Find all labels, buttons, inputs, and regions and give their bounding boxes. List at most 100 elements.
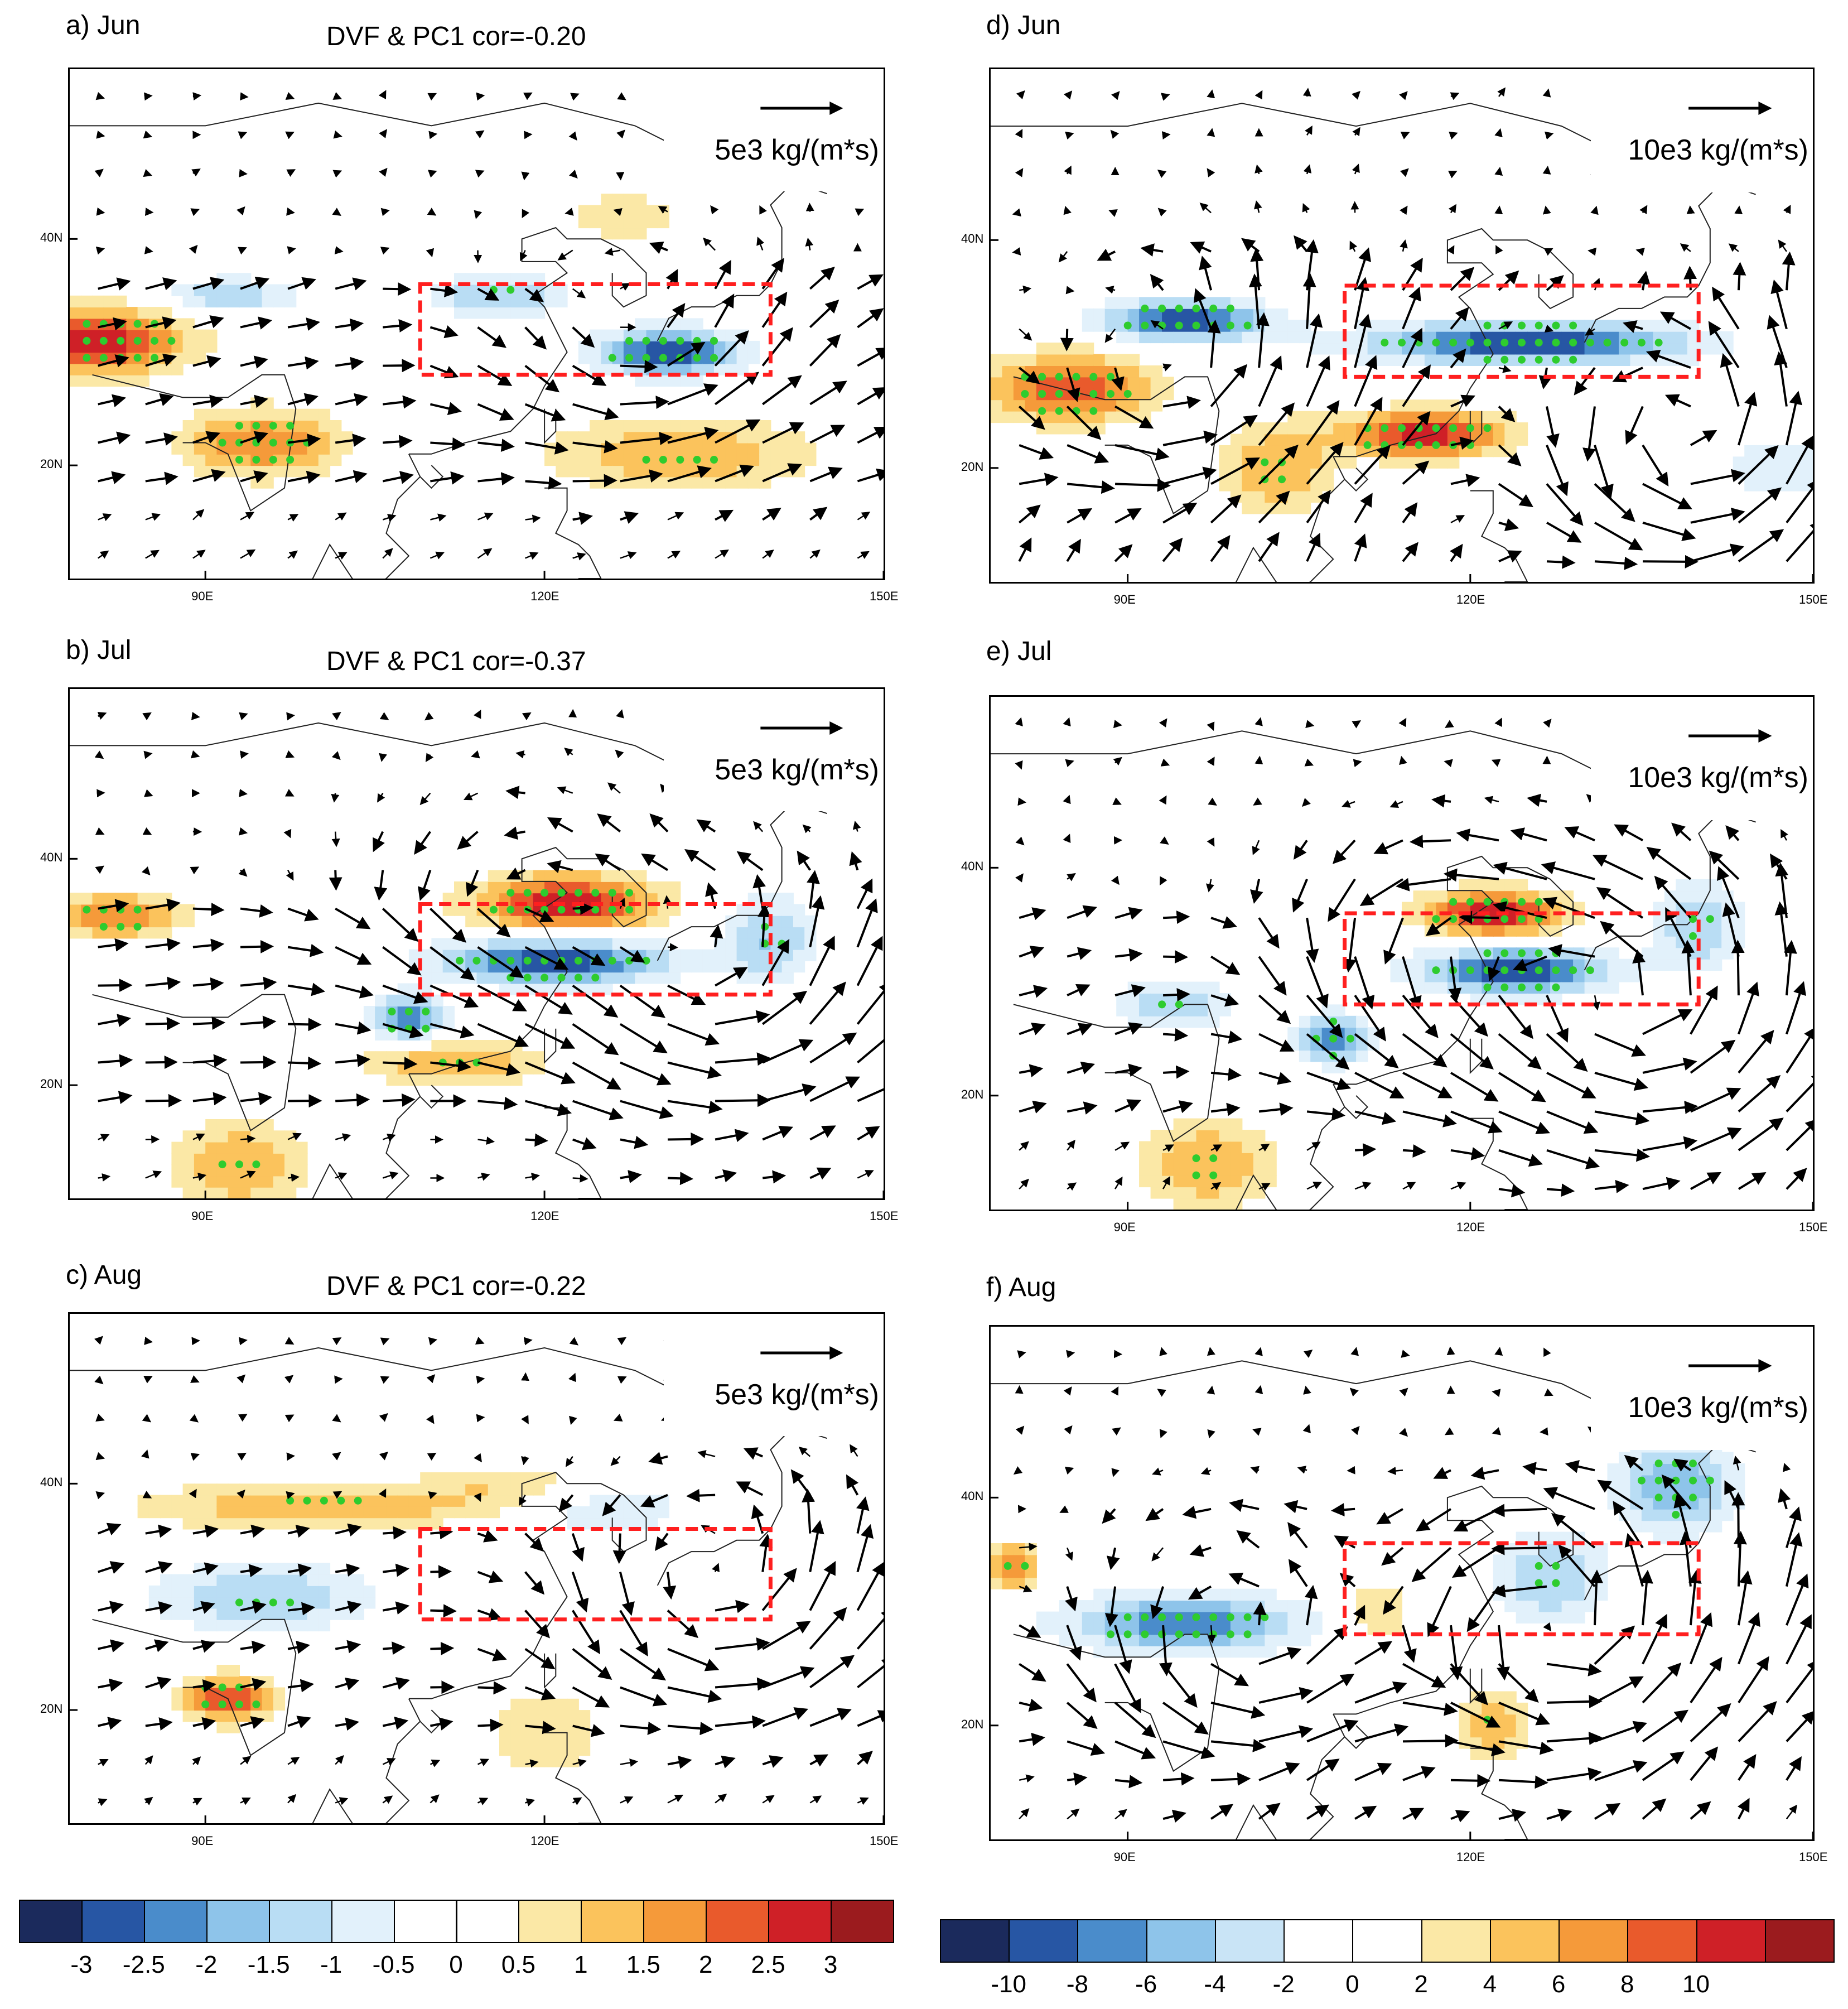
panel-label: b) Jul [66, 635, 132, 665]
coastline [92, 374, 297, 512]
anomaly-field [70, 90, 884, 579]
key-region-box [418, 282, 773, 377]
map: 10e3 kg/(m*s) [989, 695, 1815, 1211]
reference-arrow-icon [1688, 1359, 1772, 1372]
coastline [92, 994, 297, 1131]
coastline [1344, 1725, 1369, 1750]
flux-vectors [1013, 1346, 1813, 1823]
colorbar-tick-label: 4 [1483, 1971, 1497, 1998]
lon-tick-label: 120E [1456, 1850, 1485, 1864]
lat-tick-label: 40N [40, 230, 63, 245]
lat-tick-label: 20N [40, 1702, 63, 1716]
coastline [419, 465, 444, 489]
coastline [70, 102, 715, 172]
reference-vector-legend: 10e3 kg/(m*s) [1591, 1327, 1813, 1450]
reference-vector-label: 5e3 kg/(m*s) [715, 134, 879, 166]
colorbar-tick-label: 1.5 [626, 1951, 660, 1978]
map: 10e3 kg/(m*s) [989, 1325, 1815, 1841]
key-region-box [1343, 283, 1701, 379]
coastline [92, 1618, 297, 1756]
colorbar-tick-label: 1 [574, 1951, 588, 1978]
coastline [991, 103, 1642, 172]
lat-tick-label: 40N [40, 1475, 63, 1490]
lat-tick-label: 40N [961, 1489, 984, 1504]
colorbar-swatch [456, 1900, 520, 1943]
panel-f: f) Aug 10e3 kg/(m*s) 40N 20N 90E 120E 150E [920, 1250, 1848, 1891]
reference-vector-label: 10e3 kg/(m*s) [1628, 1391, 1808, 1424]
colorbar-swatch [268, 1900, 332, 1943]
anomaly-field [70, 1333, 884, 1823]
coastline [1584, 182, 1756, 343]
lon-tick-label: 90E [191, 1834, 214, 1848]
reference-arrow-icon [1688, 102, 1772, 115]
key-region-box [1343, 911, 1701, 1006]
coastline [1344, 1095, 1369, 1120]
panel-a: a) Jun DVF & PC1 cor=-0.20 5e3 kg/(m*s) … [0, 0, 920, 642]
reference-vector-legend: 10e3 kg/(m*s) [1591, 697, 1813, 820]
shading [70, 194, 817, 489]
colorbar-tick-label: 2 [698, 1951, 713, 1978]
reference-arrow-icon [760, 1346, 843, 1360]
lat-tick-label: 40N [40, 850, 63, 865]
lon-tick-label: 150E [1799, 1850, 1828, 1864]
lon-tick-label: 150E [870, 589, 899, 603]
coastline [312, 1073, 421, 1198]
colorbar-tick-label: 2.5 [751, 1951, 785, 1978]
coastline [657, 181, 828, 341]
reference-vector-label: 5e3 kg/(m*s) [715, 754, 879, 786]
coastline [1333, 228, 1574, 457]
coastline [544, 1732, 602, 1823]
coastline [1013, 376, 1220, 515]
panel-label: f) Aug [986, 1273, 1056, 1302]
shading [137, 1472, 669, 1767]
colorbar-swatch [1421, 1919, 1491, 1963]
coastline [991, 730, 1642, 800]
panel-e: e) Jul 10e3 kg/(m*s) 40N 20N 90E 120E 150E [920, 625, 1848, 1266]
colorbar-tick-label: -4 [1204, 1971, 1226, 1998]
lat-tick-label: 40N [961, 232, 984, 246]
coastline [70, 1347, 715, 1417]
colorbar-swatch [1214, 1919, 1285, 1963]
anomaly-field [991, 717, 1813, 1210]
colorbar-swatch [1352, 1919, 1422, 1963]
coastline [544, 487, 602, 579]
flux-vectors [1012, 87, 1813, 570]
colorbar-swatch [1009, 1919, 1079, 1963]
lon-tick-label: 120E [1456, 592, 1485, 606]
colorbar-swatch [1489, 1919, 1560, 1963]
lat-tick-label: 20N [961, 1717, 984, 1731]
coastline [544, 1653, 557, 1689]
coastline [1236, 1713, 1345, 1839]
key-region-box [418, 902, 773, 997]
colorbar-tick-label: -10 [991, 1971, 1027, 1998]
coastline [70, 722, 715, 792]
coastline [991, 1360, 1642, 1430]
colorbar-tick-label: 0 [1345, 1971, 1359, 1998]
colorbar-tick-label: -2 [195, 1951, 218, 1978]
colorbar-swatch [1284, 1919, 1354, 1963]
map: 10e3 kg/(m*s) [989, 68, 1815, 584]
lat-tick-label: 40N [961, 859, 984, 874]
colorbar-swatch [1146, 1919, 1216, 1963]
panel-label: e) Jul [986, 637, 1052, 666]
lat-tick-label: 20N [961, 1087, 984, 1101]
panel-title: DVF & PC1 cor=-0.20 [326, 22, 586, 51]
reference-vector-legend: 5e3 kg/(m*s) [664, 689, 884, 811]
coastline [657, 1426, 828, 1586]
reference-arrow-icon [1688, 729, 1772, 743]
flux-vectors [1015, 717, 1813, 1198]
colorbar-tick-label: -1 [320, 1951, 342, 1978]
key-region-box [418, 1527, 773, 1622]
coastline [408, 227, 647, 455]
reference-arrow-icon [760, 102, 843, 115]
panel-b: b) Jul DVF & PC1 cor=-0.37 5e3 kg/(m*s) … [0, 625, 920, 1266]
coastline [312, 1698, 421, 1823]
lat-tick-label: 20N [961, 459, 984, 474]
coastline [1470, 1117, 1528, 1210]
colorbar-tick-label: 3 [823, 1951, 838, 1978]
colorbar-swatch [143, 1900, 208, 1943]
colorbar-tick-label: 10 [1682, 1971, 1710, 1998]
coastline [312, 454, 421, 579]
colorbar-tick-label: -0.5 [372, 1951, 415, 1978]
colorbar-swatch [581, 1900, 645, 1943]
